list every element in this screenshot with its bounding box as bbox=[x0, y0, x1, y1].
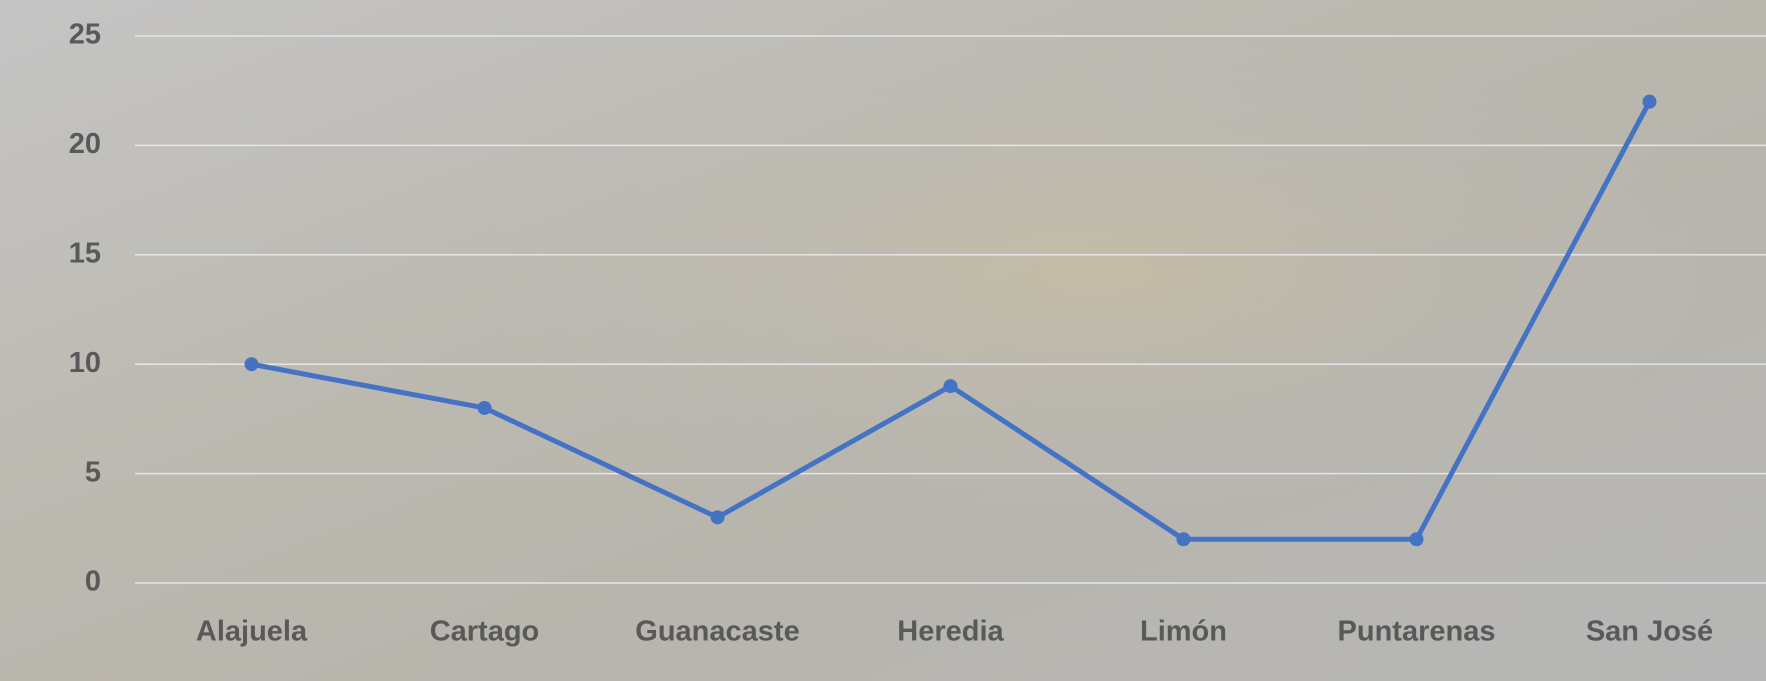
x-tick-label: Cartago bbox=[430, 616, 540, 648]
point bbox=[1176, 532, 1191, 547]
labels: 0 5 10 15 20 25 Alajuela Cartago Guanacaste Hered… bbox=[69, 19, 1713, 648]
x-tick-label: Alajuela bbox=[196, 616, 308, 648]
point bbox=[710, 510, 725, 525]
x-tick-label: Puntarenas bbox=[1338, 616, 1496, 648]
grid bbox=[135, 35, 1766, 584]
x-tick-label: Guanacaste bbox=[635, 616, 799, 648]
point bbox=[244, 357, 259, 372]
y-tick-label: 25 bbox=[69, 19, 101, 51]
point bbox=[943, 379, 958, 394]
x-tick-label: Limón bbox=[1140, 616, 1227, 648]
y-tick-label: 20 bbox=[69, 128, 101, 160]
point bbox=[477, 400, 492, 415]
point bbox=[1642, 94, 1657, 109]
point bbox=[1409, 532, 1424, 547]
y-tick-label: 15 bbox=[69, 237, 101, 269]
x-tick-label: San José bbox=[1586, 616, 1713, 648]
series bbox=[244, 94, 1657, 547]
x-tick-label: Heredia bbox=[897, 616, 1004, 648]
y-tick-label: 10 bbox=[69, 347, 101, 379]
y-tick-label: 0 bbox=[85, 566, 101, 598]
y-tick-label: 5 bbox=[85, 456, 101, 488]
